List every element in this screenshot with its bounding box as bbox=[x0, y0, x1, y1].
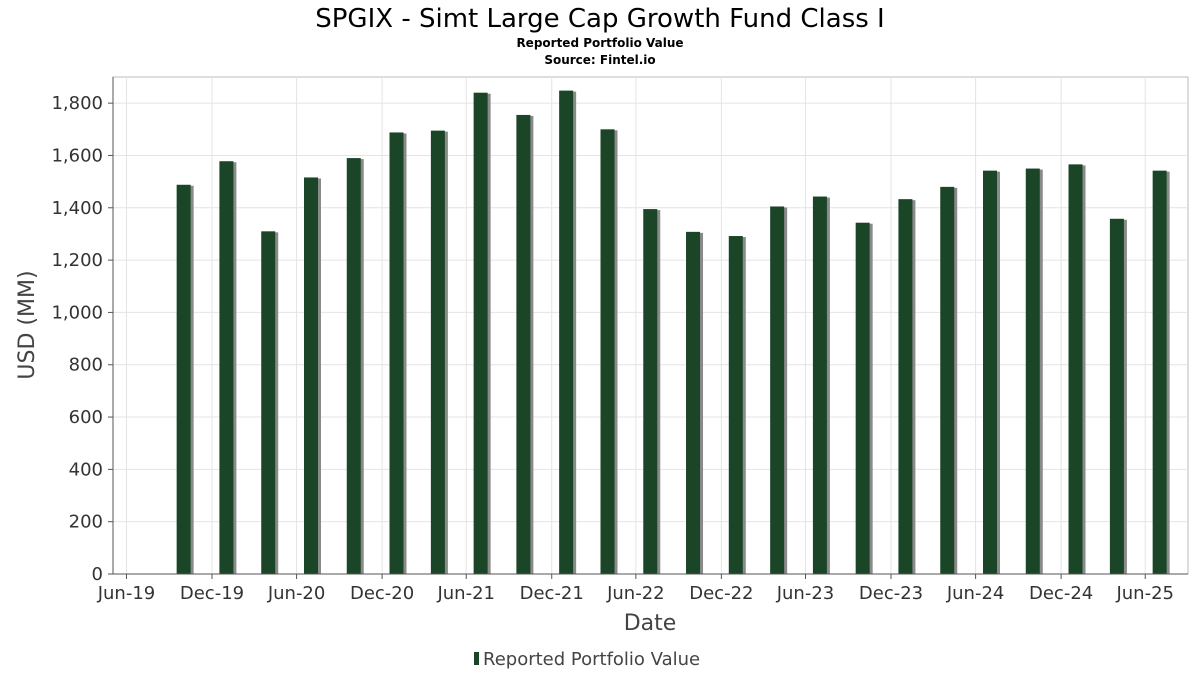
x-tick-label: Dec-19 bbox=[180, 583, 244, 604]
x-tick-label: Dec-22 bbox=[689, 583, 753, 604]
x-axis-label: Date bbox=[624, 611, 677, 636]
bar bbox=[176, 184, 191, 575]
bar bbox=[1109, 218, 1124, 574]
x-tick-label: Jun-21 bbox=[436, 583, 495, 604]
y-tick-label: 1,400 bbox=[51, 198, 103, 219]
legend: Reported Portfolio Value bbox=[474, 649, 700, 670]
bar bbox=[770, 206, 785, 575]
bar bbox=[983, 170, 998, 574]
y-tick-label: 1,800 bbox=[51, 93, 103, 114]
bar bbox=[1152, 170, 1167, 574]
bar bbox=[219, 161, 234, 574]
x-ticks: Jun-19 Dec-19 Jun-20 Dec-20 Jun-21 Dec-21 Jun-… bbox=[97, 574, 1174, 604]
x-tick-label: Dec-24 bbox=[1029, 583, 1093, 604]
bar bbox=[728, 236, 743, 575]
bar bbox=[686, 231, 701, 574]
legend-label: Reported Portfolio Value bbox=[483, 649, 700, 670]
bar bbox=[559, 90, 574, 574]
x-tick-label: Dec-20 bbox=[350, 583, 414, 604]
y-tick-label: 1,600 bbox=[51, 145, 103, 166]
y-tick-label: 800 bbox=[69, 355, 103, 376]
x-tick-label: Dec-21 bbox=[520, 583, 584, 604]
chart-subtitle: Reported Portfolio Value bbox=[516, 36, 683, 50]
x-tick-label: Jun-22 bbox=[606, 583, 665, 604]
x-tick-label: Dec-23 bbox=[859, 583, 923, 604]
chart-title: SPGIX - Simt Large Cap Growth Fund Class… bbox=[315, 4, 884, 34]
x-tick-label: Jun-20 bbox=[267, 583, 326, 604]
bar bbox=[430, 130, 445, 574]
chart-source: Source: Fintel.io bbox=[544, 53, 655, 67]
bar bbox=[346, 158, 361, 574]
y-tick-label: 1,200 bbox=[51, 250, 103, 271]
bar bbox=[303, 177, 318, 574]
x-tick-label: Jun-24 bbox=[946, 583, 1005, 604]
y-tick-label: 0 bbox=[92, 564, 103, 585]
x-tick-label: Jun-23 bbox=[776, 583, 835, 604]
x-tick-label: Jun-25 bbox=[1115, 583, 1174, 604]
bar bbox=[898, 199, 913, 575]
bar bbox=[600, 129, 615, 574]
y-axis-label: USD (MM) bbox=[15, 270, 40, 379]
y-tick-label: 1,000 bbox=[51, 302, 103, 323]
bars bbox=[176, 90, 1170, 575]
y-tick-label: 200 bbox=[69, 512, 103, 533]
y-tick-label: 400 bbox=[69, 459, 103, 480]
bar bbox=[855, 222, 870, 575]
bar bbox=[1068, 164, 1083, 574]
bar bbox=[473, 92, 488, 575]
bar bbox=[516, 114, 531, 574]
legend-swatch bbox=[474, 652, 479, 665]
bar bbox=[389, 132, 404, 574]
y-tick-label: 600 bbox=[69, 407, 103, 428]
bar bbox=[812, 196, 827, 575]
bar bbox=[261, 231, 276, 574]
bar bbox=[643, 209, 658, 575]
bar bbox=[1025, 168, 1040, 575]
y-ticks: 0 200 400 600 800 1,000 1,200 1,400 1,600 1,800 bbox=[51, 93, 113, 585]
bar bbox=[940, 186, 955, 574]
x-tick-label: Jun-19 bbox=[97, 583, 156, 604]
